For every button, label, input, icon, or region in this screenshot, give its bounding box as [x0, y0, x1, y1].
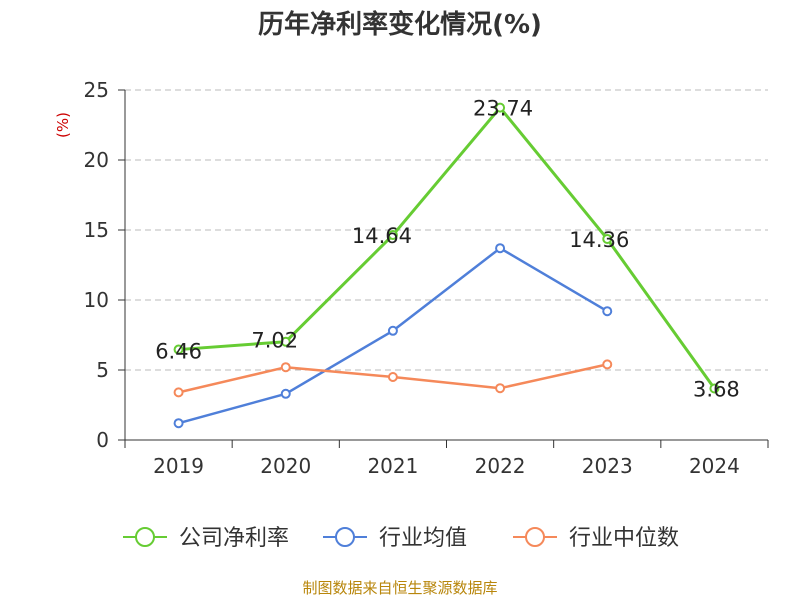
data-point	[280, 388, 291, 399]
legend-marker	[335, 527, 355, 547]
data-point	[387, 372, 398, 382]
x-tick-label: 2021	[367, 454, 418, 478]
y-tick-label: 15	[84, 218, 109, 242]
data-point	[495, 102, 506, 113]
y-tick-label: 10	[84, 288, 109, 312]
chart-title: 历年净利率变化情况(%)	[258, 10, 542, 40]
legend-marker	[525, 527, 545, 547]
data-label: 14.36	[569, 228, 629, 252]
data-point	[173, 344, 184, 355]
x-tick-label: 2020	[260, 454, 311, 478]
data-point	[387, 230, 398, 241]
data-point	[280, 336, 291, 347]
data-point	[495, 243, 506, 254]
legend-label: 行业中位数	[569, 526, 679, 551]
legend-label: 行业均值	[379, 526, 467, 551]
source-note: 制图数据来自恒生聚源数据库	[302, 579, 498, 597]
data-point	[602, 359, 613, 370]
y-tick-label: 25	[84, 78, 109, 102]
data-label: 3.68	[693, 377, 740, 401]
data-point	[173, 418, 184, 429]
x-tick-label: 2022	[475, 454, 526, 478]
series-line	[178, 106, 716, 390]
x-tick-label: 2019	[153, 454, 204, 478]
y-unit-label: (%)	[54, 112, 72, 138]
data-point	[602, 233, 613, 244]
legend-label: 公司净利率	[179, 526, 289, 551]
data-point	[173, 387, 184, 398]
y-tick-label: 0	[96, 428, 109, 452]
data-label: 14.64	[352, 224, 412, 248]
y-tick-label: 20	[84, 148, 109, 172]
x-tick-label: 2024	[689, 454, 740, 478]
data-point	[602, 306, 613, 317]
data-label: 7.02	[251, 329, 298, 353]
data-point	[709, 383, 720, 394]
y-tick-label: 5	[96, 358, 109, 382]
data-point	[495, 383, 506, 394]
x-tick-label: 2023	[582, 454, 633, 478]
data-point	[387, 325, 398, 336]
data-label: 23.74	[473, 97, 533, 121]
data-label: 6.46	[155, 340, 202, 364]
data-point	[280, 362, 291, 373]
legend-marker	[135, 527, 155, 547]
